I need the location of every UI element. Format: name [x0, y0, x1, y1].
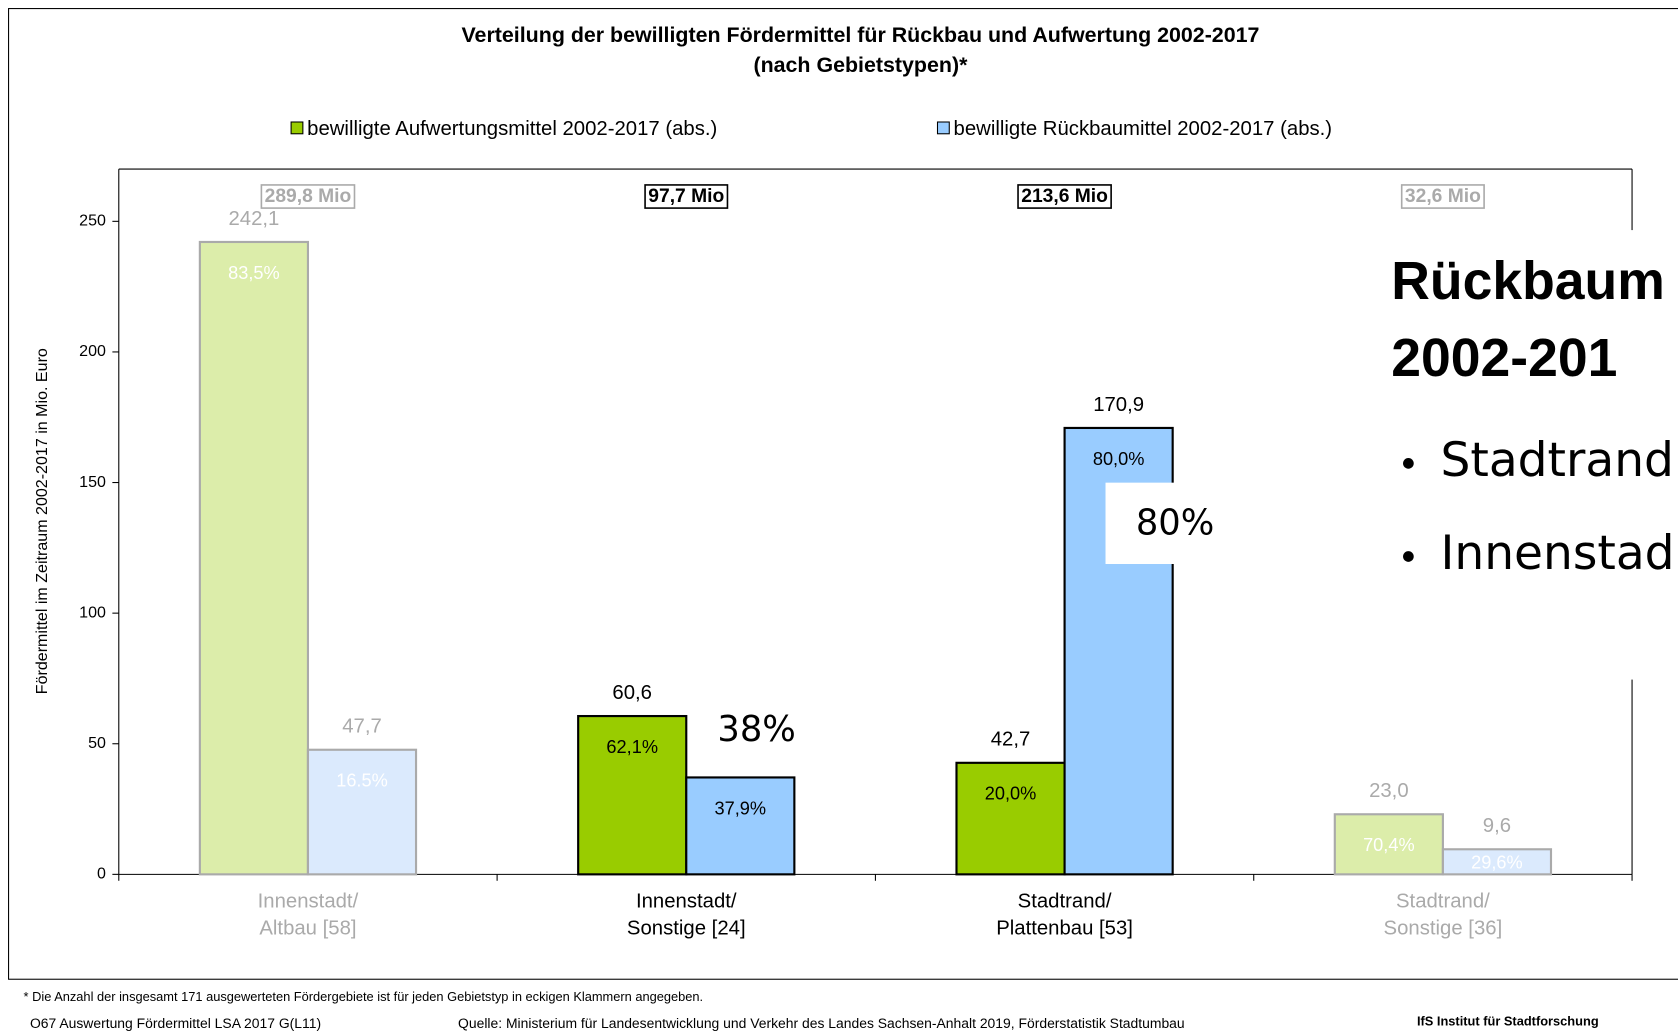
y-axis-label: Fördermittel im Zeitraum 2002-2017 in Mi…: [33, 348, 51, 694]
total-box: [260, 184, 356, 209]
share-label: 16.5%: [336, 771, 388, 791]
share-label: 20,0%: [985, 784, 1037, 804]
share-label: 80,0%: [1093, 449, 1145, 469]
total-box: [1017, 184, 1112, 209]
footer-left: O67 Auswertung Fördermittel LSA 2017 G(L…: [30, 1015, 321, 1031]
value-label: 9,6: [1483, 815, 1511, 837]
share-label: 37,9%: [715, 798, 767, 818]
y-tick-label: 150: [79, 473, 106, 491]
frame: [8, 8, 1678, 980]
overlay-bullet: Innenstad: [1440, 526, 1674, 581]
y-tick-label: 250: [79, 212, 106, 230]
y-tick-label: 0: [97, 865, 106, 883]
overlay-bullet: Stadtrand: [1440, 433, 1673, 488]
value-label: 47,7: [342, 716, 382, 738]
bullet: [1403, 551, 1414, 562]
chart-title: Verteilung der bewilligten Fördermittel …: [461, 23, 1259, 47]
callout-box: [1105, 482, 1200, 564]
y-tick-label: 100: [79, 603, 106, 621]
bar: [306, 748, 418, 876]
callout: 80%: [1136, 502, 1214, 543]
share-label: 62,1%: [606, 737, 658, 757]
y-tick-label: 200: [79, 342, 106, 360]
x-tick-label: Innenstadt/: [636, 891, 737, 913]
share-label: 29,6%: [1471, 852, 1523, 872]
total-label: 97,7 Mio: [648, 186, 724, 207]
bar: [1333, 813, 1444, 876]
legend-label: bewilligte Aufwertungsmittel 2002-2017 (…: [307, 118, 717, 140]
footer-right: IfS Institut für Stadtforschung: [1417, 1013, 1599, 1028]
y-tick-label: 50: [88, 734, 106, 752]
bar: [577, 714, 688, 876]
legend-label: bewilligte Rückbaumittel 2002-2017 (abs.…: [954, 118, 1333, 140]
legend-swatch: [936, 121, 950, 135]
overlay-panel: [1380, 230, 1678, 680]
x-tick-label: Altbau [58]: [259, 917, 356, 939]
total-box: [644, 184, 729, 209]
footer-source: Quelle: Ministerium für Landesentwicklun…: [458, 1015, 1185, 1031]
x-tick-label: Innenstadt/: [258, 891, 359, 913]
bar: [198, 240, 310, 876]
value-label: 60,6: [612, 682, 652, 704]
total-label: 32,6 Mio: [1405, 186, 1481, 207]
legend-swatch: [290, 121, 304, 135]
total-label: 289,8 Mio: [265, 186, 352, 207]
value-label: 170,9: [1093, 394, 1144, 416]
x-tick-label: Sonstige [24]: [627, 917, 746, 939]
chart-subtitle: (nach Gebietstypen)*: [753, 53, 968, 77]
bar: [1441, 848, 1553, 876]
x-tick-label: Stadtrand/: [1018, 891, 1112, 913]
share-label: 70,4%: [1363, 835, 1415, 855]
x-tick-label: Stadtrand/: [1396, 891, 1490, 913]
value-label: 42,7: [991, 729, 1031, 751]
callout: 38%: [717, 709, 795, 750]
footnote: * Die Anzahl der insgesamt 171 ausgewert…: [24, 989, 704, 1004]
value-label: 242,1: [228, 208, 279, 230]
share-label: 83,5%: [228, 263, 280, 283]
bullet: [1403, 458, 1414, 469]
bar: [685, 776, 796, 876]
total-box: [1400, 184, 1485, 209]
overlay-heading: Rückbaum: [1391, 252, 1665, 311]
x-tick-label: Plattenbau [53]: [996, 917, 1133, 939]
total-label: 213,6 Mio: [1021, 186, 1108, 207]
value-label: 23,0: [1369, 780, 1409, 802]
bar: [955, 761, 1066, 876]
x-tick-label: Sonstige [36]: [1384, 917, 1503, 939]
overlay-heading: 2002-201: [1391, 329, 1617, 388]
